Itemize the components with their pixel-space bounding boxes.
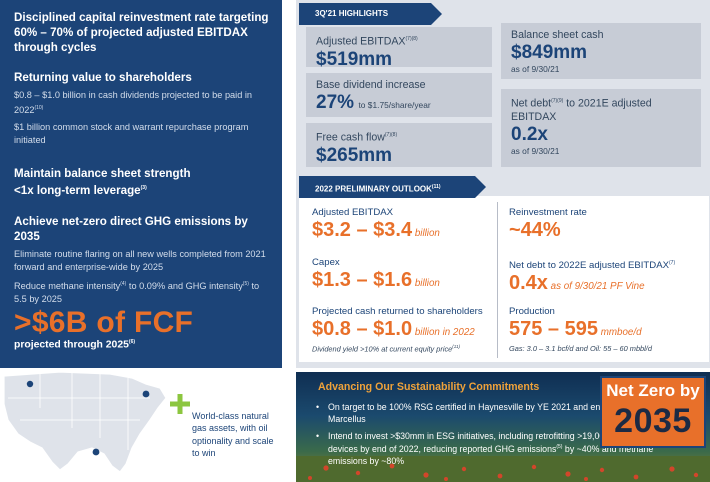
outlook-capex-value: $1.3 – $1.6	[312, 269, 413, 291]
outlook-production: Production 575 – 595 mmboe/d Gas: 3.0 – …	[509, 306, 652, 353]
outlook-cash-value: $0.8 – $1.0	[312, 318, 413, 340]
adj-ebitdax-label: Adjusted EBITDAX	[316, 35, 406, 48]
outlook-prod-note: Gas: 3.0 – 3.1 bcf/d and Oil: 55 – 60 mb…	[509, 344, 652, 353]
footnote-ref: (3)	[140, 185, 147, 191]
net-debt-card: Net debt(7)(9) to 2021E adjusted EBITDAX…	[501, 89, 701, 167]
cash-asof: as of 9/30/21	[511, 64, 560, 74]
leverage-heading: <1x long-term leverage	[14, 183, 141, 197]
intensity-text: Reduce methane intensity(4) to 0.09% and…	[14, 281, 260, 304]
footnote-ref: (10)	[34, 104, 44, 111]
dividend-value: 27%	[316, 92, 355, 113]
outlook-prod-label: Production	[509, 306, 555, 317]
us-outline	[3, 371, 167, 473]
outlook-ebitdax-value: $3.2 – $3.4	[312, 219, 413, 241]
outlook-divider	[497, 202, 498, 358]
dividend-card: Base dividend increase 27% to $1.75/shar…	[306, 73, 492, 117]
outlook-reinv-label: Reinvestment rate	[509, 207, 587, 218]
cash-label: Balance sheet cash	[511, 29, 604, 41]
highlights-tag: 3Q'21 HIGHLIGHTS	[299, 3, 442, 25]
list-item: Intend to invest >$30mm in ESG initiativ…	[314, 431, 674, 468]
outlook-reinvestment: Reinvestment rate ~44%	[509, 207, 587, 242]
reinvestment-block: Disciplined capital reinvestment rate ta…	[14, 10, 272, 55]
dividend-detail: to $1.75/share/year	[358, 100, 431, 110]
net-debt-asof: as of 9/30/21	[511, 145, 560, 156]
outlook-yield-note: Dividend yield >10% at current equity pr…	[312, 344, 453, 354]
outlook-reinv-value: ~44%	[509, 219, 561, 241]
outlook-cash-return: Projected cash returned to shareholders …	[312, 306, 494, 353]
outlook-capex-label: Capex	[312, 257, 340, 268]
sustainability-title: Advancing Our Sustainability Commitments	[318, 381, 540, 393]
outlook-prod-value: 575 – 595	[509, 318, 598, 340]
dividend-text: $0.8 – $1.0 billion in cash dividends pr…	[14, 90, 253, 115]
outlook-netdebt-value: 0.4x	[509, 272, 548, 295]
fcf-headline: >$6B of FCF	[14, 306, 194, 339]
flaring-text: Eliminate routine flaring on all new wel…	[14, 249, 266, 272]
balance-sheet-heading: Maintain balance sheet strength	[14, 167, 191, 180]
outlook-netdebt-label: Net debt to 2022E adjusted EBITDAX	[509, 260, 669, 272]
us-map	[3, 371, 167, 473]
shareholder-block: Returning value to shareholders $0.8 – $…	[14, 70, 272, 146]
net-zero-badge: Net Zero by 2035	[600, 376, 706, 448]
net-zero-label: Net Zero by	[606, 381, 700, 400]
dividend-label: Base dividend increase	[316, 79, 426, 91]
outlook-ebitdax-label: Adjusted EBITDAX	[312, 207, 394, 218]
us-map-area	[0, 368, 282, 482]
fcf-card: Free cash flow(7)(8) $265mm	[306, 123, 492, 167]
assets-caption: World-class natural gas assets, with oil…	[192, 411, 274, 459]
outlook-capex: Capex $1.3 – $1.6 billion	[312, 257, 440, 291]
ghg-block: Achieve net-zero direct GHG emissions by…	[14, 214, 272, 305]
sustainability-list: On target to be 100% RSG certified in Ha…	[314, 402, 674, 473]
fcf-label: Free cash flow	[316, 131, 385, 144]
adj-ebitdax-card: Adjusted EBITDAX(7)(8) $519mm	[306, 27, 492, 70]
reinvestment-heading: Disciplined capital reinvestment rate ta…	[14, 11, 269, 54]
net-zero-year: 2035	[614, 402, 692, 440]
outlook-cash-label: Projected cash returned to shareholders	[312, 306, 483, 317]
outlook-panel	[299, 196, 709, 362]
strategy-panel: Disciplined capital reinvestment rate ta…	[0, 0, 282, 368]
repurchase-text: $1 billion common stock and warrant repu…	[14, 122, 249, 145]
asset-marker-marcellus	[142, 390, 150, 398]
adj-ebitdax-value: $519mm	[316, 48, 393, 70]
plus-icon	[170, 394, 190, 414]
fcf-subtext: projected through 2025(6)	[14, 339, 136, 351]
outlook-net-debt: Net debt to 2022E adjusted EBITDAX(7) 0.…	[509, 260, 676, 295]
outlook-tag: 2022 PRELIMINARY OUTLOOK(11)	[299, 176, 486, 198]
cash-value: $849mm	[511, 42, 588, 63]
asset-marker-rockies	[26, 380, 34, 388]
fcf-value: $265mm	[316, 144, 393, 166]
shareholder-heading: Returning value to shareholders	[14, 71, 192, 84]
balance-sheet-block: Maintain balance sheet strength <1x long…	[14, 166, 272, 198]
asset-marker-haynesville	[92, 448, 100, 456]
list-item: On target to be 100% RSG certified in Ha…	[314, 402, 674, 426]
net-debt-value: 0.2x	[511, 123, 548, 145]
cash-card: Balance sheet cash $849mm as of 9/30/21	[501, 23, 701, 79]
ghg-heading: Achieve net-zero direct GHG emissions by…	[14, 215, 248, 243]
state-borders	[8, 372, 150, 450]
net-debt-label: Net debt	[511, 97, 552, 110]
outlook-ebitdax: Adjusted EBITDAX $3.2 – $3.4 billion	[312, 207, 440, 241]
